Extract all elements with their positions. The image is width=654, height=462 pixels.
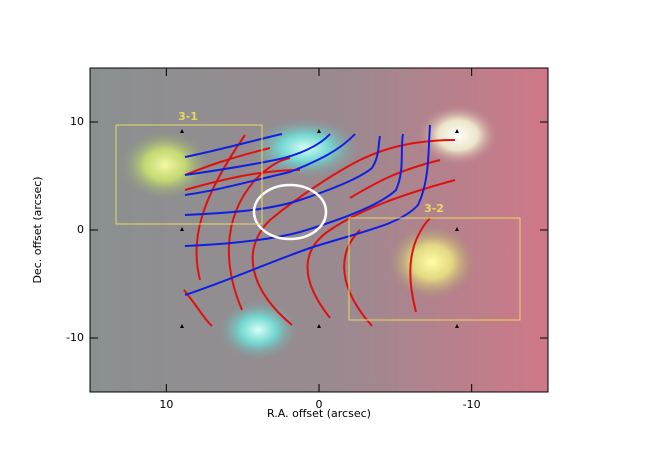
y-tick-label: 0 bbox=[77, 223, 84, 236]
y-axis-label: Dec. offset (arcsec) bbox=[31, 176, 44, 283]
x-tick-label: 10 bbox=[159, 398, 173, 411]
x-tick-label: -10 bbox=[463, 398, 481, 411]
annotation: 3-2 bbox=[424, 202, 444, 215]
x-tick-label: 0 bbox=[316, 398, 323, 411]
y-tick-label: 10 bbox=[70, 115, 84, 128]
image bbox=[90, 68, 548, 392]
y-tick-label: -10 bbox=[66, 331, 84, 344]
annotation: 3-1 bbox=[178, 110, 198, 123]
x-axis-label: R.A. offset (arcsec) bbox=[267, 407, 371, 420]
